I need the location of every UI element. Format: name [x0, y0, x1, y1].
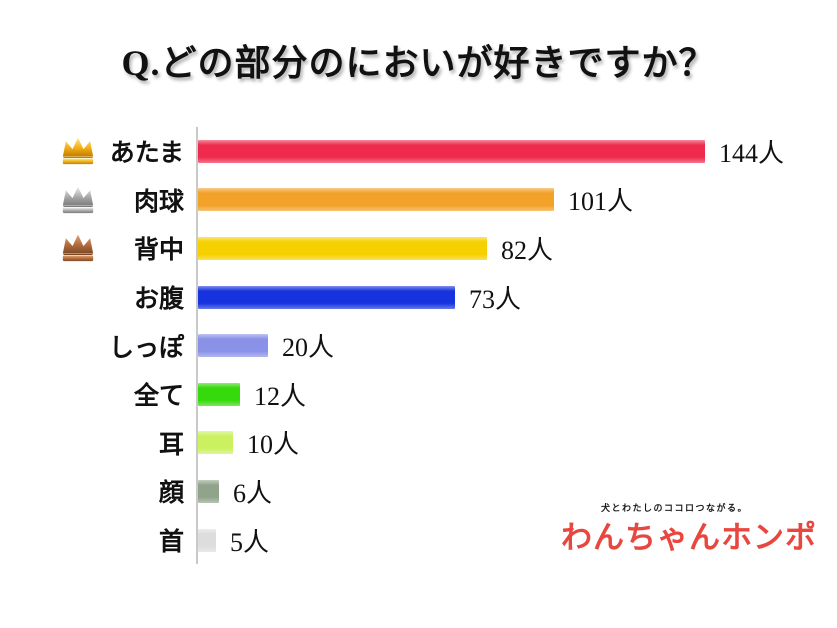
- bar-area: 20人: [196, 321, 334, 370]
- rank-icon-slot: [56, 376, 102, 412]
- chart-row: 首 5人: [0, 515, 784, 565]
- bar-area: 10人: [196, 418, 300, 468]
- category-cell: 顔: [0, 473, 196, 509]
- brand-tagline: 犬とわたしのココロつながる。: [601, 503, 749, 513]
- chart-row: 全て 12人: [0, 369, 784, 419]
- category-label: 首: [158, 529, 184, 557]
- value-label: 82人: [501, 235, 554, 265]
- silver-crown-icon: [62, 186, 94, 214]
- value-label: 12人: [254, 381, 307, 411]
- rank-icon-slot: [56, 182, 102, 218]
- category-cell: あたま: [0, 133, 196, 169]
- chart-row: しっぽ 20人: [0, 321, 784, 370]
- gold-crown-icon: [62, 137, 94, 165]
- category-cell: 首: [0, 522, 196, 558]
- bar-area: 101人: [196, 175, 634, 225]
- value-label: 73人: [469, 284, 522, 314]
- chart-rows: あたま 144人 肉球 101人: [0, 127, 784, 565]
- value-label: 144人: [719, 138, 785, 168]
- category-label: 全て: [133, 383, 184, 411]
- category-label: お腹: [133, 286, 184, 314]
- bar: [198, 236, 487, 260]
- category-label: 耳: [158, 431, 184, 459]
- rank-icon-slot: [56, 279, 102, 315]
- bar-chart: あたま 144人 肉球 101人: [0, 127, 784, 565]
- bar: [198, 431, 233, 455]
- rank-icon-slot: [56, 522, 102, 558]
- category-label: あたま: [109, 140, 184, 168]
- rank-icon-slot: [56, 328, 102, 364]
- category-cell: お腹: [0, 279, 196, 315]
- category-label: しっぽ: [108, 334, 184, 362]
- chart-row: お腹 73人: [0, 272, 784, 322]
- chart-row: 背中 82人: [0, 224, 784, 273]
- value-label: 20人: [282, 333, 335, 363]
- bar: [198, 139, 705, 163]
- bronze-crown-icon: [62, 235, 94, 262]
- bar-area: 144人: [196, 127, 784, 176]
- category-label: 肉球: [133, 188, 184, 216]
- value-label: 6人: [233, 478, 273, 508]
- value-label: 101人: [568, 187, 634, 217]
- brand-logo: わんちゃんホンポ: [561, 520, 817, 555]
- category-label: 顔: [158, 480, 184, 508]
- bar: [198, 528, 216, 552]
- value-label: 5人: [230, 527, 270, 557]
- chart-row: 肉球 101人: [0, 175, 784, 225]
- rank-icon-slot: [56, 230, 102, 266]
- bar-area: 82人: [196, 224, 553, 273]
- chart-title: Q.どの部分のにおいが好きですか？: [121, 43, 716, 83]
- bar-area: 73人: [196, 272, 522, 322]
- bar-area: 6人: [196, 467, 272, 516]
- chart-row: 顔 6人: [0, 467, 784, 516]
- rank-icon-slot: [56, 425, 102, 461]
- rank-icon-slot: [56, 473, 102, 509]
- bar: [198, 188, 554, 212]
- category-cell: しっぽ: [0, 328, 196, 364]
- chart-row: 耳 10人: [0, 418, 784, 468]
- bar: [198, 479, 219, 503]
- bar: [198, 285, 455, 309]
- chart-row: あたま 144人: [0, 127, 784, 176]
- category-cell: 肉球: [0, 182, 196, 218]
- bar: [198, 382, 240, 406]
- value-label: 10人: [247, 430, 300, 460]
- bar: [198, 334, 268, 358]
- category-label: 背中: [133, 237, 184, 265]
- bar-area: 5人: [196, 515, 270, 565]
- category-cell: 背中: [0, 230, 196, 266]
- rank-icon-slot: [56, 133, 102, 169]
- bar-area: 12人: [196, 369, 307, 419]
- category-cell: 全て: [0, 376, 196, 412]
- category-cell: 耳: [0, 425, 196, 461]
